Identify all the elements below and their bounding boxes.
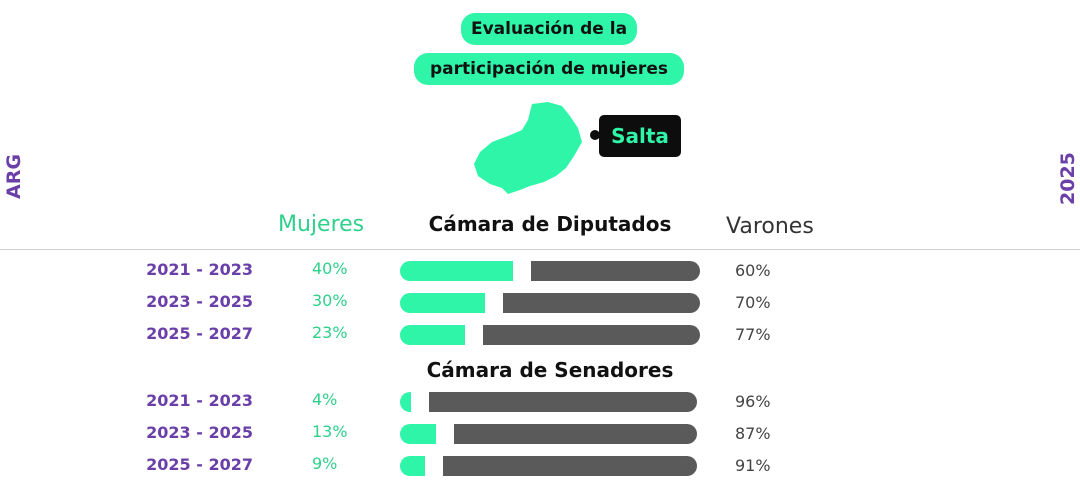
men-column-header: Varones (726, 214, 814, 239)
period-label: 2021 - 2023 (146, 391, 253, 410)
men-bar (443, 456, 697, 476)
women-percent-label: 40% (312, 259, 348, 278)
men-percent-label: 87% (735, 424, 771, 443)
period-label: 2021 - 2023 (146, 260, 253, 279)
women-percent-label: 30% (312, 291, 348, 310)
country-label: ARG (3, 154, 25, 199)
period-label: 2023 - 2025 (146, 423, 253, 442)
women-bar (400, 392, 412, 412)
province-map-icon (474, 102, 582, 194)
period-label: 2025 - 2027 (146, 455, 253, 474)
chamber-title: Cámara de Senadores (426, 358, 674, 382)
women-bar (400, 293, 485, 313)
men-percent-label: 77% (735, 325, 771, 344)
men-bar (530, 261, 700, 281)
women-percent-label: 23% (312, 323, 348, 342)
women-percent-label: 4% (312, 390, 338, 409)
women-bar (400, 261, 513, 281)
women-bar (400, 325, 465, 345)
title-line-1: Evaluación de la (461, 13, 637, 45)
men-bar (429, 392, 697, 412)
women-percent-label: 13% (312, 422, 348, 441)
province-label: Salta (599, 115, 681, 157)
women-bar (400, 424, 437, 444)
period-label: 2023 - 2025 (146, 292, 253, 311)
tag-connector-icon (590, 130, 600, 140)
title-line-2: participación de mujeres (414, 53, 684, 85)
men-bar (502, 293, 700, 313)
men-bar (482, 325, 700, 345)
chamber-title: Cámara de Diputados (428, 212, 672, 236)
women-percent-label: 9% (312, 454, 338, 473)
year-label: 2025 (1057, 152, 1079, 205)
men-percent-label: 96% (735, 392, 771, 411)
period-label: 2025 - 2027 (146, 324, 253, 343)
women-bar (400, 456, 426, 476)
men-percent-label: 91% (735, 456, 771, 475)
header-divider (0, 249, 1080, 250)
men-percent-label: 70% (735, 293, 771, 312)
women-column-header: Mujeres (278, 212, 365, 237)
men-percent-label: 60% (735, 261, 771, 280)
men-bar (454, 424, 697, 444)
